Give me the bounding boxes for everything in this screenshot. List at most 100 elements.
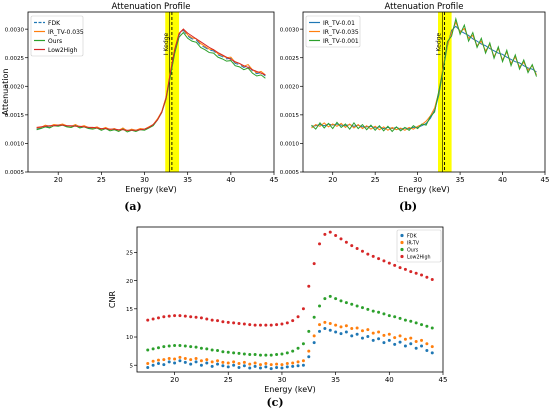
series-fdk-point — [253, 364, 257, 368]
series-fdk-point — [216, 362, 220, 366]
series-ours-point — [285, 351, 289, 355]
legend-box — [305, 15, 361, 48]
series-ours-point — [344, 301, 348, 305]
y-tick-label: 0.0010 — [280, 142, 300, 148]
y-tick-label: 0.0020 — [5, 84, 25, 90]
y-tick-label: 0.0015 — [5, 113, 25, 119]
series-low2high-point — [178, 314, 182, 318]
series-low2high-point — [173, 314, 177, 318]
legend-swatch — [400, 247, 404, 252]
series-low2high-point — [328, 230, 332, 234]
series-ours-point — [398, 316, 402, 320]
chart-title: Attenuation Profile — [112, 2, 191, 12]
series-low2high-point — [425, 275, 429, 279]
series-ir-tv-point — [398, 334, 402, 338]
series-fdk-point — [301, 363, 305, 367]
plot-frame — [302, 11, 546, 173]
chart-panel-a: I Kedge 20 25 30 35 40 45 0.0005 0.0010 0.0015 0.0… — [1, 2, 278, 194]
series-low2high-point — [205, 317, 209, 321]
series-ir-tv-point — [328, 321, 332, 325]
series-fdk-point — [210, 364, 214, 368]
y-axis-label: CNR — [108, 291, 117, 309]
series-ir-tv-point — [178, 355, 182, 359]
series-low2high-point — [291, 319, 295, 323]
series-ir-tv-point — [285, 362, 289, 366]
series-ours-point — [377, 310, 381, 314]
series-low2high-point — [350, 244, 354, 248]
series-ir-tv-point — [291, 361, 295, 365]
y-tick-label: 25 — [126, 251, 133, 257]
series-low2high-point — [216, 319, 220, 323]
x-tick-label: 45 — [439, 376, 448, 384]
series-fdk-point — [173, 361, 177, 365]
series-low2high-point — [258, 323, 262, 327]
series-ir-tv-point — [210, 360, 214, 364]
series-ours-point — [226, 350, 230, 354]
x-tick-label: 45 — [541, 176, 550, 184]
series-fdk-point — [323, 327, 327, 331]
series-fdk-point — [280, 366, 284, 370]
legend-swatch — [400, 233, 404, 238]
series-ir-tv-point — [323, 320, 327, 324]
series-fdk-point — [237, 365, 241, 369]
series-low2high-point — [167, 314, 171, 318]
legend-label: Low2High — [407, 254, 431, 260]
legend-label: Low2High — [48, 47, 78, 54]
series-low2high-line — [36, 28, 266, 131]
x-tick-label: 25 — [371, 176, 380, 184]
series-ours-point — [242, 352, 246, 356]
caption-a: (a) — [124, 200, 142, 213]
legend-label: Ours — [48, 38, 62, 45]
series-fdk-point — [205, 361, 209, 365]
series-ours-point — [301, 342, 305, 346]
series-ours-point — [162, 345, 166, 349]
series-low2high-point — [226, 320, 230, 324]
series-low2high-point — [344, 240, 348, 244]
series-low2high-point — [146, 318, 150, 322]
series-ours-point — [151, 347, 155, 351]
series-fdk-point — [393, 342, 397, 346]
series-ir-tv-point — [425, 342, 429, 346]
series-fdk-point — [151, 363, 155, 367]
series-ir-tv-point — [387, 332, 391, 336]
x-tick-label: 20 — [54, 176, 63, 184]
series-ours-point — [264, 353, 268, 357]
series-ours-point — [291, 349, 295, 353]
series-ours-point — [409, 319, 413, 323]
y-tick-label: 15 — [126, 307, 133, 313]
series-ours-point — [199, 346, 203, 350]
legend-label: IR_TV-0.035 — [323, 29, 359, 36]
series-fdk-point — [328, 328, 332, 332]
series-ir-tv-point — [430, 345, 434, 349]
x-tick-label: 20 — [170, 376, 179, 384]
series-fdk-point — [242, 364, 246, 368]
x-tick-label: 40 — [385, 376, 394, 384]
series-ours-point — [248, 353, 252, 357]
caption-b: (b) — [399, 200, 417, 213]
series-ours-point — [221, 350, 225, 354]
series-ours-point — [403, 318, 407, 322]
series-low2high-point — [366, 252, 370, 256]
series-ours-point — [178, 343, 182, 347]
series-ours-point — [189, 345, 193, 349]
series-ours-point — [183, 344, 187, 348]
series-ir-tv-point — [377, 330, 381, 334]
series-ir-tv-point — [167, 356, 171, 360]
series-ir-tv-point — [269, 363, 273, 367]
x-tick-label: 30 — [413, 176, 422, 184]
series-low2high-point — [275, 323, 279, 327]
series-fdk-point — [312, 341, 316, 345]
series-ir-tv-point — [264, 362, 268, 366]
series-fdk-point — [387, 338, 391, 342]
series-fdk-point — [178, 359, 182, 363]
series-fdk-point — [307, 355, 311, 359]
series-fdk-point — [183, 360, 187, 364]
series-ir-tv-point — [371, 331, 375, 335]
series-low2high-point — [318, 242, 322, 246]
series-low2high-point — [409, 270, 413, 274]
series-fdk-point — [232, 363, 236, 367]
series-low2high-point — [232, 321, 236, 325]
series-ir-tv-point — [232, 360, 236, 364]
series-low2high-point — [382, 259, 386, 263]
legend-swatch — [400, 240, 404, 245]
